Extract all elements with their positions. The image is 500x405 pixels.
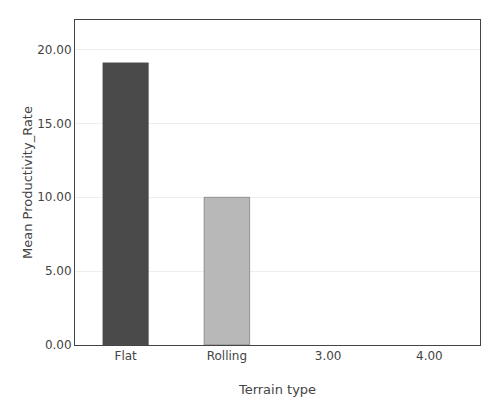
svg-text:20.00: 20.00 xyxy=(37,43,71,57)
svg-text:15.00: 15.00 xyxy=(37,117,71,131)
svg-text:Terrain type: Terrain type xyxy=(238,382,316,397)
svg-text:Rolling: Rolling xyxy=(207,349,247,363)
svg-text:Mean Productivity_Rate: Mean Productivity_Rate xyxy=(20,106,35,259)
svg-text:5.00: 5.00 xyxy=(45,264,72,278)
svg-text:Flat: Flat xyxy=(114,349,137,363)
svg-text:0.00: 0.00 xyxy=(45,338,72,352)
svg-text:10.00: 10.00 xyxy=(37,190,71,204)
svg-text:4.00: 4.00 xyxy=(416,349,443,363)
svg-text:3.00: 3.00 xyxy=(315,349,342,363)
